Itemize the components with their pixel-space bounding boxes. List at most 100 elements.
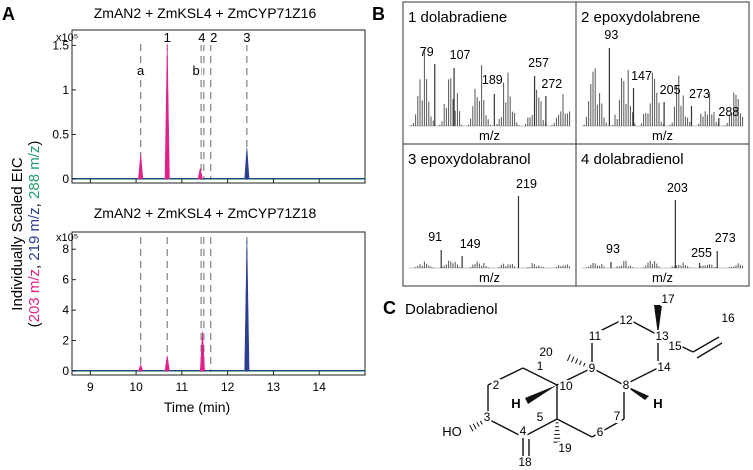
x-tick-label: 11 — [176, 380, 189, 394]
spectrum-xlabel: m/z — [479, 270, 500, 285]
panel-b-letter: B — [372, 4, 385, 24]
atom-label: 7 — [614, 409, 621, 423]
bond — [487, 418, 524, 438]
spectrum-xlabel: m/z — [652, 128, 673, 143]
bond — [692, 336, 720, 353]
chromatogram-peak — [199, 331, 205, 372]
atom-label: 14 — [657, 360, 671, 374]
label-bg — [621, 379, 631, 392]
label-bg — [720, 312, 736, 325]
spectrum-title: 2 epoxydolabrene — [581, 9, 700, 26]
hashed-bond — [469, 424, 474, 432]
spectrum-title: 1 dolabradiene — [408, 9, 507, 26]
marker-label-bg — [241, 31, 252, 45]
label-bg — [557, 442, 573, 455]
atom-label: 2 — [493, 378, 500, 392]
marker-label-1: 1 — [164, 30, 171, 45]
spectrum-peak-label: 189 — [482, 73, 503, 87]
spectrum-peak-label: 93 — [606, 242, 620, 256]
atom-label: 12 — [619, 313, 633, 327]
y-tick-label: 0.5 — [52, 127, 69, 141]
y-tick-label: 1.5 — [52, 38, 69, 52]
hashed-bond — [583, 362, 586, 367]
x-tick-label: 9 — [87, 380, 94, 394]
spectrum-peak-label: 255 — [691, 246, 712, 260]
label-bg — [482, 411, 492, 424]
label-bg — [535, 360, 545, 373]
label-bg — [612, 410, 622, 423]
chromatogram-peak — [138, 154, 144, 180]
marker-label-b: b — [192, 63, 199, 78]
ylabel-open: ( — [26, 322, 43, 327]
trace-axes-1 — [71, 29, 366, 184]
hashed-bond — [579, 360, 582, 366]
multiplier-2: x10⁵ — [56, 232, 78, 244]
marker-label-bg — [191, 64, 202, 78]
panel-c: C Dolabradienol 123456789101112131415161… — [383, 292, 736, 469]
marker-label-bg — [208, 31, 219, 45]
atom-label: 16 — [721, 311, 735, 325]
ylabel-sep2: , — [26, 199, 43, 207]
ylabel-main: Individually Scaled EIC — [9, 157, 26, 311]
bond — [591, 367, 625, 386]
double-bond — [696, 342, 723, 359]
atom-label: 9 — [589, 361, 596, 375]
ylabel-close: ) — [26, 141, 43, 146]
marker-label-a: a — [137, 63, 145, 78]
axis-ticks: 0 0.5 1 1.5 0 2 4 6 8 9 10 11 12 13 14 — [52, 38, 326, 394]
spectrum-peak-label: 149 — [460, 237, 481, 251]
hydrogen-label: H — [511, 396, 520, 411]
hydrogen-label: H — [653, 396, 662, 411]
panel-b: B 1 dolabradiene 79 107 189 257 272 m/z 2 epoxy… — [372, 1, 750, 287]
spectrum-title: 3 epoxydolabranol — [408, 151, 531, 168]
atom-label: 10 — [559, 379, 573, 393]
label-bg — [618, 314, 634, 327]
y-tick-label: 0 — [62, 364, 69, 378]
atom-label: 20 — [539, 345, 553, 359]
label-bg — [595, 426, 605, 439]
wedge-bond-h10 — [525, 385, 557, 404]
label-bg — [667, 340, 683, 353]
hashed-bond — [566, 354, 571, 362]
spectrum-xlabel: m/z — [479, 128, 500, 143]
atom-label: 18 — [518, 455, 532, 469]
label-bg — [660, 293, 676, 306]
atom-label: 8 — [623, 378, 630, 392]
spectrum-peak-label: 79 — [420, 45, 434, 59]
ylabel-219: 219 m/z — [26, 207, 43, 260]
hashed-bond — [472, 423, 477, 430]
chromatogram-peak — [197, 168, 203, 180]
hydroxyl-label: HO — [442, 424, 462, 439]
trace-title-2: ZmAN2 + ZmKSL4 + ZmCYP71Z18 — [94, 205, 317, 221]
label-bg — [587, 362, 597, 375]
marker-label-4: 4 — [198, 30, 205, 45]
label-bg — [518, 425, 528, 438]
spectrum-peak-label: 203 — [667, 181, 688, 195]
spectrum-peak-label: 272 — [541, 77, 562, 91]
hashed-bond — [575, 358, 579, 364]
y-tick-label: 4 — [62, 303, 69, 317]
atom-label: 13 — [655, 329, 669, 343]
atom-label: 4 — [520, 424, 527, 438]
y-tick-label: 6 — [62, 273, 69, 287]
atom-label: 5 — [537, 410, 544, 424]
chromatogram-peaks — [72, 43, 365, 372]
atom-label: 19 — [558, 441, 572, 455]
label-bg — [558, 380, 574, 393]
atom-label: 1 — [537, 359, 544, 373]
bond — [556, 418, 593, 438]
label-bg — [656, 361, 672, 374]
atom-label: 6 — [597, 425, 604, 439]
x-axis-label: Time (min) — [164, 399, 230, 415]
trace-title-1: ZmAN2 + ZmKSL4 + ZmCYP71Z16 — [94, 5, 317, 21]
label-bg — [441, 424, 463, 439]
atom-label: 3 — [484, 410, 491, 424]
label-bg — [587, 330, 603, 343]
atom-label: 11 — [589, 329, 602, 343]
spectrum-peak-label: 219 — [516, 177, 537, 191]
x-tick-label: 13 — [267, 380, 281, 394]
chromatogram-peak — [164, 43, 170, 180]
hashed-bond — [570, 356, 575, 363]
label-bg — [654, 330, 670, 343]
